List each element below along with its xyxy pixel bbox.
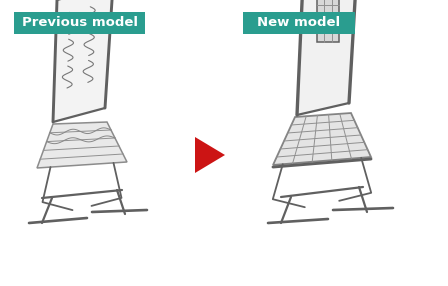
Text: New model: New model <box>258 17 340 29</box>
FancyBboxPatch shape <box>243 12 355 34</box>
Bar <box>317 0 339 42</box>
FancyBboxPatch shape <box>14 12 145 34</box>
Polygon shape <box>195 137 225 173</box>
Text: Previous model: Previous model <box>22 17 138 29</box>
Polygon shape <box>37 122 127 168</box>
Polygon shape <box>297 0 357 115</box>
Polygon shape <box>273 113 371 165</box>
Polygon shape <box>53 0 113 122</box>
